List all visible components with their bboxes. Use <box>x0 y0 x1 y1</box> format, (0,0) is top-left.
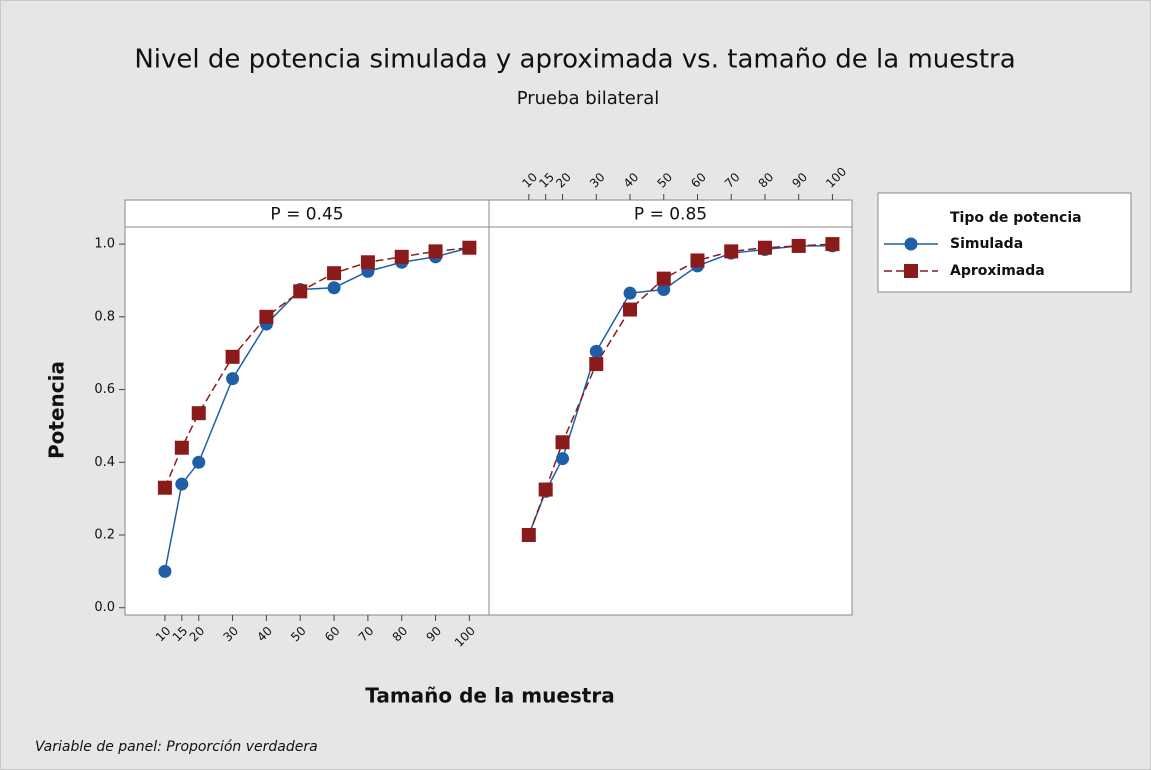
marker <box>555 435 570 450</box>
chart-subtitle: Prueba bilateral <box>517 88 660 109</box>
marker <box>259 309 274 324</box>
marker <box>360 255 375 270</box>
marker <box>589 344 603 358</box>
marker <box>538 482 553 497</box>
marker <box>226 372 240 386</box>
marker <box>791 238 806 253</box>
legend-title: Tipo de potencia <box>950 210 1082 226</box>
legend-marker <box>904 237 918 251</box>
marker <box>327 266 342 281</box>
panel-label: P = 0.85 <box>634 205 707 225</box>
marker <box>175 477 189 491</box>
marker <box>521 528 536 542</box>
panel-header <box>124 199 490 228</box>
marker <box>191 406 206 421</box>
y-tick-label: 0.4 <box>94 455 115 470</box>
legend-box <box>877 192 1132 293</box>
marker <box>690 253 705 268</box>
legend-label: Simulada <box>950 236 1023 252</box>
marker <box>462 240 477 255</box>
marker <box>293 284 308 299</box>
y-tick-label: 0.8 <box>94 309 115 324</box>
marker <box>174 440 189 455</box>
legend-label: Aproximada <box>950 263 1045 279</box>
marker <box>657 283 671 297</box>
marker <box>757 240 772 255</box>
panel-label: P = 0.45 <box>270 205 343 225</box>
y-tick-label: 0.2 <box>94 528 115 543</box>
marker <box>623 286 637 300</box>
marker <box>428 244 443 259</box>
marker <box>192 455 206 469</box>
x-axis-label: Tamaño de la muestra <box>365 684 614 708</box>
marker <box>225 349 240 364</box>
marker <box>825 237 840 252</box>
y-tick-label: 0.6 <box>94 382 115 397</box>
panel-area <box>488 226 853 616</box>
marker <box>623 302 638 317</box>
marker <box>158 564 172 578</box>
marker <box>556 452 570 466</box>
chart-title: Nivel de potencia simulada y aproximada … <box>134 45 1015 75</box>
footnote: Variable de panel: Proporción verdadera <box>35 739 318 755</box>
marker <box>327 281 341 295</box>
y-tick-label: 0.0 <box>94 600 115 615</box>
marker <box>394 249 409 264</box>
marker <box>724 244 739 259</box>
marker <box>589 357 604 372</box>
panel-header <box>488 199 853 228</box>
legend-marker <box>904 264 918 278</box>
marker <box>656 271 671 286</box>
y-axis-label: Potencia <box>45 361 69 459</box>
y-tick-label: 1.0 <box>94 237 115 252</box>
marker <box>157 480 172 495</box>
